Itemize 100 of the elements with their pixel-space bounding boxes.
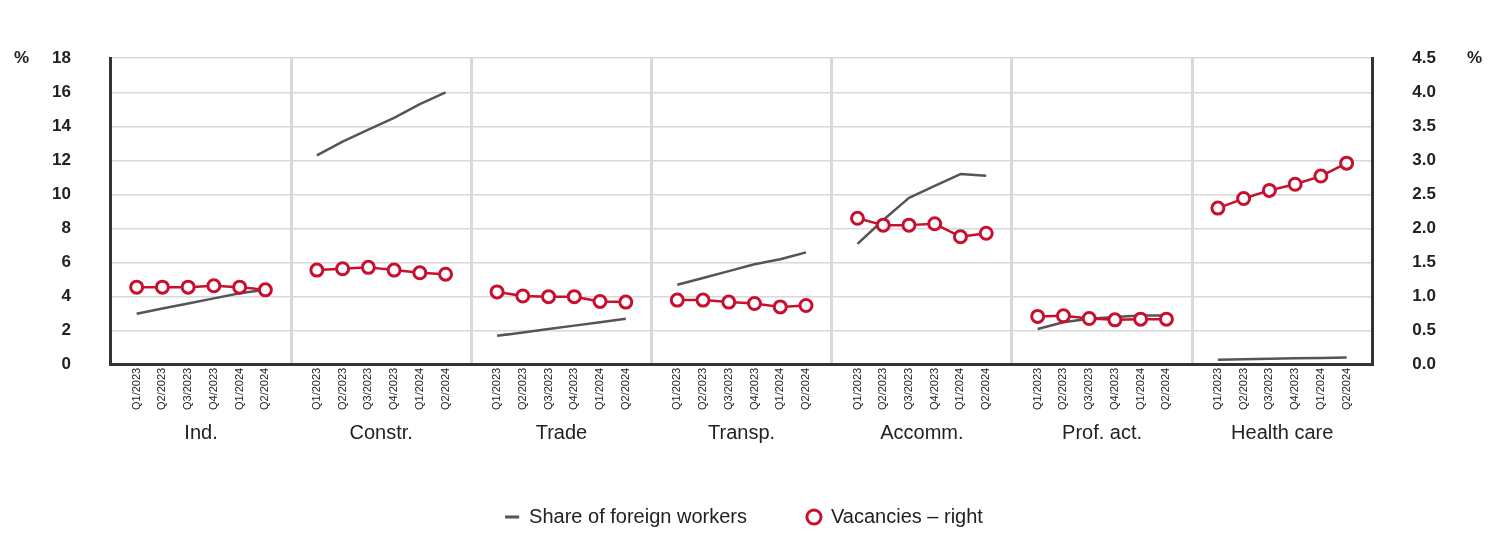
x-tick-label: Q1/2023 [309,367,322,410]
x-tick-label: Q4/2023 [387,367,400,410]
y-tick-label: 8 [61,218,71,238]
point [1339,155,1355,171]
point [1107,312,1123,328]
x-tick-label: Q1/2024 [953,367,966,410]
y2-tick-label: 3.0 [1412,150,1437,170]
x-tick-label: Q2/2023 [1056,367,1069,410]
point [1236,191,1252,207]
y2-tick-label: 4.0 [1412,81,1437,101]
y-tick-label: 10 [51,184,71,204]
point [1261,182,1277,198]
y-tick-label: 14 [51,116,72,136]
x-tick-label: Q2/2024 [438,367,451,410]
x-tick-label: Q2/2023 [155,367,168,410]
point [129,279,145,295]
point [257,282,273,298]
point [772,299,788,315]
x-tick-label: Q4/2023 [1288,367,1301,410]
text: Transp. [708,420,776,443]
y2-tick-label: 4.5 [1412,47,1437,67]
x-tick-label: Q2/2024 [618,367,631,410]
point [978,225,994,241]
x-tick-label: Q4/2023 [927,367,940,410]
point [489,284,505,300]
point [952,229,968,245]
x-tick-label: Q3/2023 [541,367,554,410]
point [747,295,763,311]
y2-tick-label: 2.0 [1412,218,1437,238]
point [1081,310,1097,326]
x-tick-label: Q3/2023 [361,367,374,410]
y2-tick-label: 1.5 [1412,252,1437,272]
point [1158,311,1174,327]
point [386,262,402,278]
point [695,292,711,308]
point [180,279,196,295]
point [1287,176,1303,192]
x-tick-label: Q1/2023 [129,367,142,410]
x-tick-label: Q3/2023 [181,367,194,410]
x-tick-label: Q1/2024 [593,367,606,410]
y-tick-label: 4 [61,286,72,306]
point [875,217,891,233]
point [618,294,634,310]
x-tick-label: Q1/2023 [1030,367,1043,410]
x-tick-label: Q4/2023 [1107,367,1120,410]
x-tick-label: Q2/2024 [258,367,271,410]
point [309,262,325,278]
y-tick-label: 16 [51,81,71,101]
x-tick-label: Q1/2023 [490,367,503,410]
y2-tick-label: 0.0 [1412,354,1437,374]
x-tick-label: Q1/2024 [412,367,425,410]
x-tick-label: Q2/2024 [979,367,992,410]
x-tick-label: Q2/2024 [1159,367,1172,410]
y2-tick-label: 0.5 [1412,320,1437,340]
point [721,294,737,310]
y-tick-label: 2 [61,320,71,340]
x-tick-label: Q2/2024 [799,367,812,410]
x-tick-label: Q2/2023 [515,367,528,410]
x-tick-label: Q1/2023 [670,367,683,410]
x-tick-label: Q3/2023 [902,367,915,410]
text: Health care [1231,420,1334,443]
x-tick-label: Q1/2023 [1210,367,1223,410]
text: Trade [535,420,588,443]
text: Ind. [184,420,218,443]
point [412,265,428,281]
point [154,279,170,295]
point [541,289,557,305]
point [927,216,943,232]
x-tick-label: Q4/2023 [747,367,760,410]
point [1313,168,1329,184]
text: Accomm. [880,420,964,443]
point [1133,311,1149,327]
x-tick-label: Q3/2023 [721,367,734,410]
point [1210,200,1226,216]
x-tick-label: Q1/2024 [1313,367,1326,410]
point [360,259,376,275]
y-tick-label: 18 [51,47,71,67]
point [798,298,814,314]
point [849,210,865,226]
x-tick-label: Q2/2024 [1339,367,1352,410]
y2-tick-label: 2.5 [1412,184,1437,204]
point [566,289,582,305]
point [669,292,685,308]
y2-tick-label: 3.5 [1412,116,1437,136]
x-tick-label: Q3/2023 [1082,367,1095,410]
x-tick-label: Q2/2023 [696,367,709,410]
text: Prof. act. [1062,420,1143,443]
x-tick-label: Q1/2023 [850,367,863,410]
x-tick-label: Q2/2023 [1236,367,1249,410]
point [901,217,917,233]
x-tick-label: Q3/2023 [1262,367,1275,410]
legend-label: Share of foreign workers [529,504,747,527]
text: Constr. [349,420,413,443]
x-tick-label: Q2/2023 [876,367,889,410]
y-tick-label: 12 [51,150,71,170]
y-axis-title: % [14,47,30,67]
x-tick-label: Q1/2024 [1133,367,1146,410]
y-tick-label: 6 [61,252,71,272]
x-tick-label: Q4/2023 [206,367,219,410]
point [1055,308,1071,324]
